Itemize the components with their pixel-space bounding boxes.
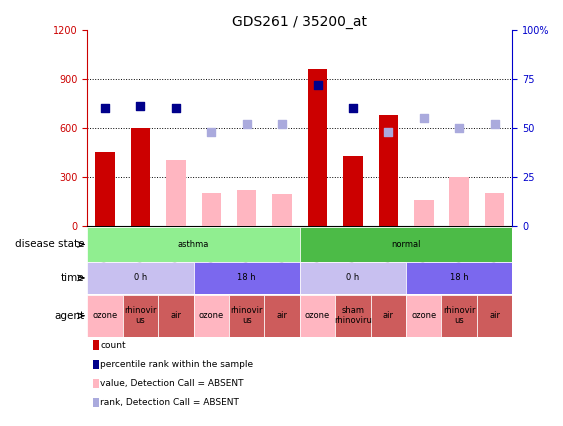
Bar <box>131 128 150 226</box>
Text: rank, Detection Call = ABSENT: rank, Detection Call = ABSENT <box>100 398 239 407</box>
Bar <box>265 295 300 337</box>
Bar <box>406 295 441 337</box>
Bar <box>95 152 115 226</box>
Bar <box>272 194 292 226</box>
Bar <box>229 295 265 337</box>
Point <box>278 121 287 127</box>
Point <box>136 103 145 109</box>
Bar <box>87 227 300 262</box>
Bar <box>202 193 221 226</box>
Bar <box>449 177 469 226</box>
Text: air: air <box>276 311 288 320</box>
Text: ozone: ozone <box>411 311 436 320</box>
Point <box>348 105 358 112</box>
Point <box>242 121 251 127</box>
Bar <box>237 190 256 226</box>
Bar <box>441 295 477 337</box>
Bar <box>166 161 186 226</box>
Text: rhinovir
us: rhinovir us <box>230 306 263 325</box>
Text: air: air <box>383 311 394 320</box>
Bar <box>300 262 406 294</box>
Text: 18 h: 18 h <box>450 273 468 282</box>
Bar <box>194 262 300 294</box>
Bar <box>414 201 434 226</box>
Bar <box>87 262 194 294</box>
Bar <box>123 295 158 337</box>
Text: normal: normal <box>391 240 421 249</box>
Point <box>171 105 180 112</box>
Text: count: count <box>100 340 126 350</box>
Text: 0 h: 0 h <box>134 273 147 282</box>
Text: agent: agent <box>54 311 84 321</box>
Text: air: air <box>489 311 500 320</box>
Point <box>313 81 322 88</box>
Text: rhinovir
us: rhinovir us <box>443 306 475 325</box>
Bar <box>477 295 512 337</box>
Bar <box>194 295 229 337</box>
Text: ozone: ozone <box>92 311 118 320</box>
Point <box>419 115 428 121</box>
Bar <box>378 115 398 226</box>
Text: percentile rank within the sample: percentile rank within the sample <box>100 360 253 369</box>
Point <box>384 128 393 135</box>
Bar <box>308 69 327 226</box>
Text: time: time <box>61 273 84 283</box>
Text: 0 h: 0 h <box>346 273 360 282</box>
Bar <box>485 193 504 226</box>
Point <box>100 105 109 112</box>
Text: ozone: ozone <box>305 311 330 320</box>
Point <box>207 128 216 135</box>
Point <box>455 124 464 131</box>
Point <box>490 121 499 127</box>
Title: GDS261 / 35200_at: GDS261 / 35200_at <box>233 15 367 29</box>
Text: rhinovir
us: rhinovir us <box>124 306 157 325</box>
Bar <box>335 295 370 337</box>
Text: value, Detection Call = ABSENT: value, Detection Call = ABSENT <box>100 379 244 388</box>
Text: 18 h: 18 h <box>238 273 256 282</box>
Text: sham
rhinoviru: sham rhinoviru <box>334 306 372 325</box>
Text: ozone: ozone <box>199 311 224 320</box>
Bar <box>158 295 194 337</box>
Bar <box>300 295 335 337</box>
Text: disease state: disease state <box>15 239 84 249</box>
Bar <box>343 155 363 226</box>
Bar <box>370 295 406 337</box>
Bar <box>87 295 123 337</box>
Bar <box>406 262 512 294</box>
Text: air: air <box>171 311 181 320</box>
Bar <box>300 227 512 262</box>
Text: asthma: asthma <box>178 240 209 249</box>
